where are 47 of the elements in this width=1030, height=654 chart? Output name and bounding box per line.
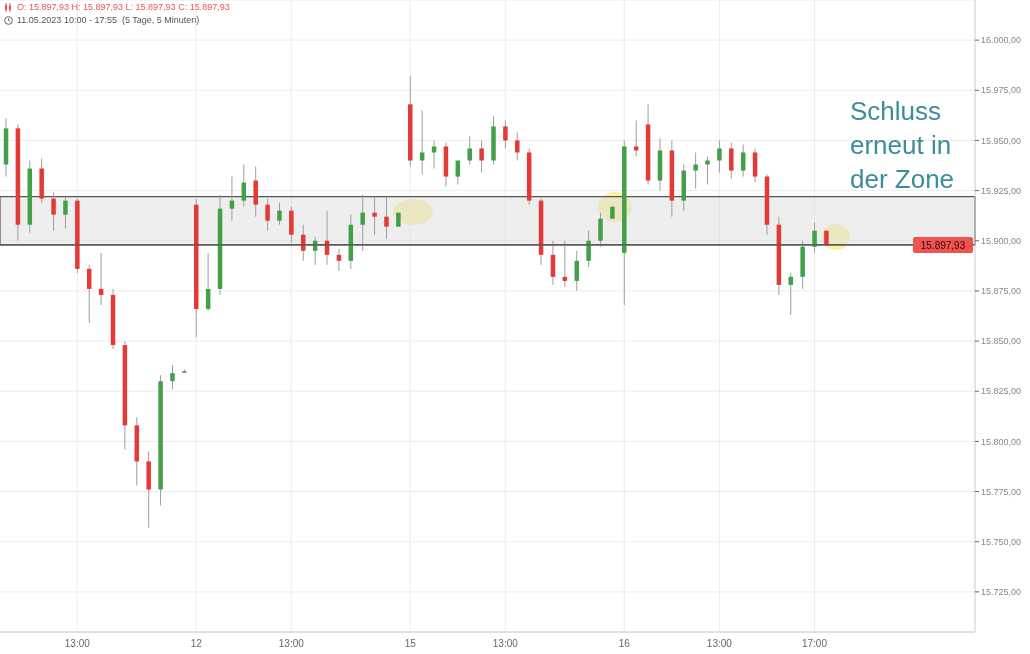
y-tick-label: 16.000,00: [981, 35, 1022, 46]
candlestick: [63, 196, 68, 230]
y-tick-label: 15.975,00: [981, 85, 1022, 96]
candlestick: [467, 135, 472, 166]
y-tick-label: 15.900,00: [981, 235, 1022, 246]
candlestick: [598, 212, 603, 248]
y-tick-label: 15.750,00: [981, 536, 1022, 547]
candlestick: [515, 131, 520, 162]
candlestick: [170, 364, 175, 390]
candlestick: [812, 222, 817, 254]
candlestick: [693, 151, 698, 190]
y-tick-label: 15.800,00: [981, 436, 1022, 447]
candlestick: [479, 139, 484, 174]
text: 11.05.2023 10:00 - 17:55 (5 Tage, 5 Minuten): [17, 15, 200, 25]
candlestick: [729, 141, 734, 180]
y-tick-label: 15.875,00: [981, 286, 1022, 297]
y-tick-label: 15.825,00: [981, 386, 1022, 397]
x-tick-label: 13:00: [706, 638, 733, 650]
candlestick: [503, 119, 508, 149]
y-tick-label: 15.925,00: [981, 185, 1022, 196]
candlestick: [419, 109, 425, 176]
y-tick-label: 15.850,00: [981, 336, 1022, 347]
x-tick-label: 15: [404, 638, 417, 650]
x-tick-label: 13:00: [492, 638, 519, 650]
y-tick-label: 15.775,00: [981, 486, 1022, 497]
candlestick: [586, 230, 591, 268]
candlestick: [705, 156, 710, 186]
candlestick: [301, 224, 306, 262]
candlestick: [265, 198, 270, 232]
x-tick-label: 13:00: [64, 638, 91, 650]
candlestick: [372, 196, 377, 236]
candlestick: [384, 196, 389, 240]
y-tick-label: 15.950,00: [981, 135, 1022, 146]
chart-title: O: 15.897,93 H: 15.897,93 L: 15.897,93 C: 15.897,93: [17, 2, 230, 12]
x-tick-label: 13:00: [278, 638, 305, 650]
x-tick-label: 16: [618, 638, 631, 650]
candlestick: [740, 143, 746, 178]
y-tick-label: 15.725,00: [981, 587, 1022, 598]
ref-line-label: 15.897,93: [920, 239, 966, 251]
x-tick-label: 17:00: [801, 638, 828, 650]
candlestick: [717, 139, 722, 174]
candlestick: [574, 250, 579, 292]
x-tick-label: 12: [190, 638, 203, 650]
candlestick: [277, 202, 282, 226]
annotation: Schluss erneut in der Zone: [850, 95, 956, 196]
candlestick: [360, 194, 365, 252]
candlestick: [51, 192, 56, 232]
